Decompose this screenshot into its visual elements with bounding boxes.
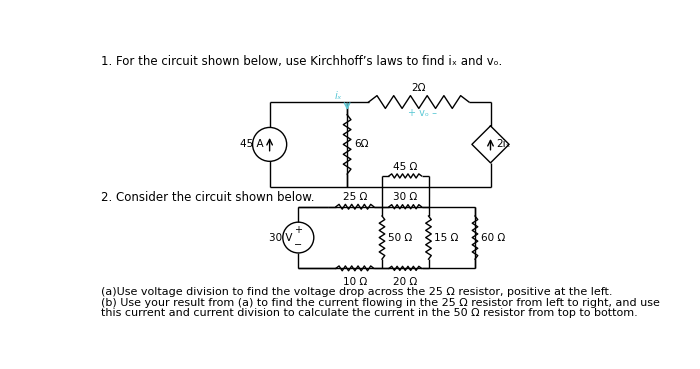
Text: 15 Ω: 15 Ω xyxy=(435,232,458,242)
Text: 20 Ω: 20 Ω xyxy=(393,277,417,287)
Text: 6Ω: 6Ω xyxy=(354,139,369,149)
Text: + vₒ –: + vₒ – xyxy=(408,108,438,118)
Text: +: + xyxy=(294,225,302,235)
Text: 2Ω: 2Ω xyxy=(412,83,426,93)
Text: iₓ: iₓ xyxy=(335,91,342,101)
Text: 25 Ω: 25 Ω xyxy=(343,192,367,202)
Text: 30 Ω: 30 Ω xyxy=(393,192,417,202)
Text: 60 Ω: 60 Ω xyxy=(481,232,505,242)
Text: 45 A: 45 A xyxy=(240,139,263,149)
Text: this current and current division to calculate the current in the 50 Ω resistor : this current and current division to cal… xyxy=(102,308,638,318)
Text: 50 Ω: 50 Ω xyxy=(388,232,412,242)
Text: −: − xyxy=(294,240,302,250)
Text: (b) Use your result from (a) to find the current flowing in the 25 Ω resistor fr: (b) Use your result from (a) to find the… xyxy=(102,298,660,308)
Text: 10 Ω: 10 Ω xyxy=(343,277,367,287)
Text: 2. Consider the circuit shown below.: 2. Consider the circuit shown below. xyxy=(102,192,315,204)
Text: 45 Ω: 45 Ω xyxy=(393,162,417,172)
Text: (a)Use voltage division to find the voltage drop across the 25 Ω resistor, posit: (a)Use voltage division to find the volt… xyxy=(102,287,613,297)
Text: 2iₓ: 2iₓ xyxy=(497,139,511,149)
Text: 30 V: 30 V xyxy=(269,232,292,242)
Text: 1. For the circuit shown below, use Kirchhoff’s laws to find iₓ and vₒ.: 1. For the circuit shown below, use Kirc… xyxy=(102,55,503,68)
